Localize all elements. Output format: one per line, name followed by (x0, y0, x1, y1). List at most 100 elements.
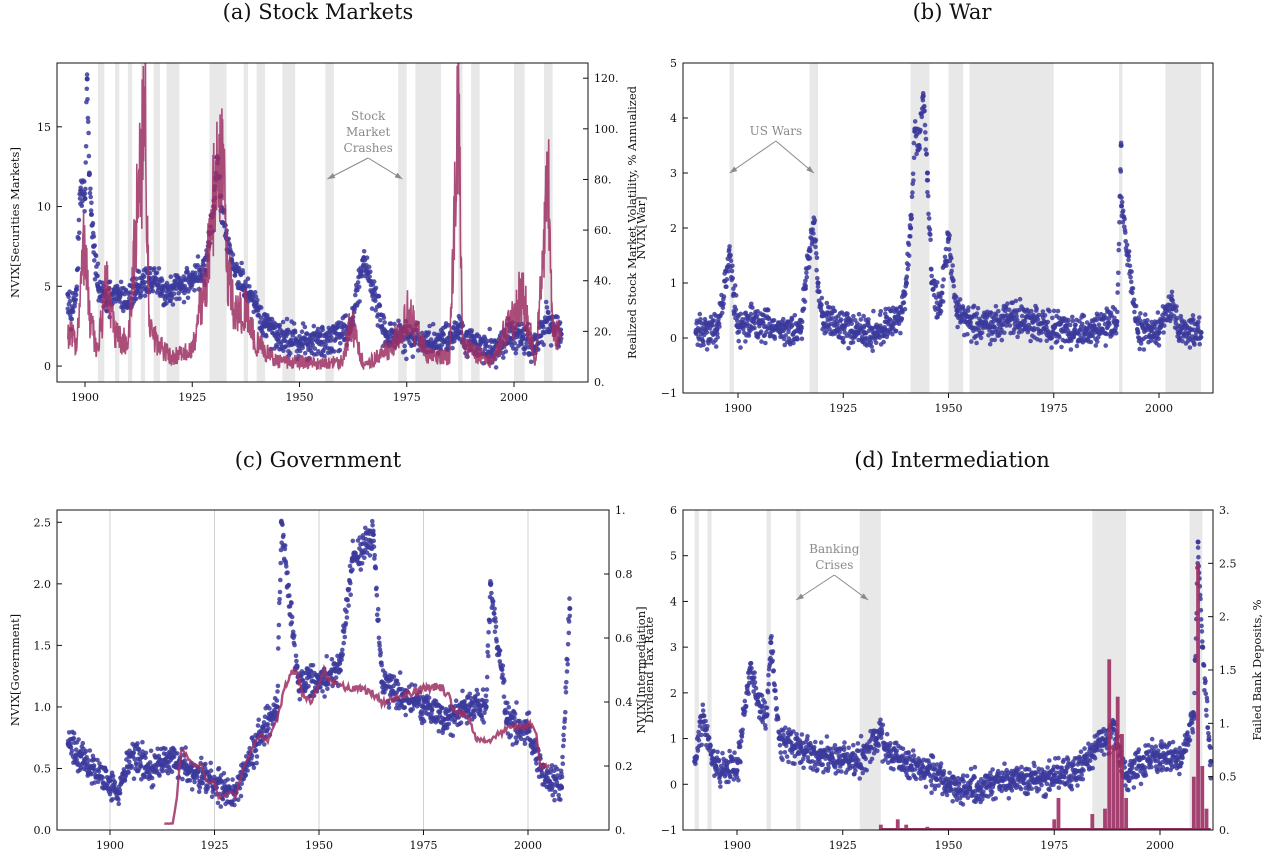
nvix-point (849, 321, 854, 327)
nvix-point (164, 280, 170, 286)
nvix-point (232, 267, 238, 273)
nvix-point (490, 599, 496, 604)
nvix-point (182, 758, 188, 763)
y-axis-label: NVIX[War] (634, 196, 648, 259)
nvix-point (938, 308, 944, 314)
nvix-point (377, 643, 382, 648)
nvix-point (372, 552, 378, 558)
nvix-point (283, 344, 288, 349)
nvix-point (284, 564, 289, 569)
nvix-point (143, 755, 148, 760)
nvix-point (1177, 335, 1183, 341)
nvix-point (993, 313, 999, 318)
nvix-point (412, 683, 418, 688)
nvix-point (93, 253, 99, 259)
nvix-point (239, 260, 244, 266)
shaded-period (97, 63, 105, 382)
nvix-point (720, 305, 726, 311)
nvix-point (1119, 203, 1125, 209)
nvix-point (133, 296, 139, 302)
nvix-point (761, 320, 766, 326)
y-axis-label: NVIX[Government] (8, 614, 22, 726)
nvix-point (905, 266, 911, 272)
nvix-point (513, 346, 519, 352)
nvix-point (252, 290, 258, 295)
nvix-point (150, 783, 156, 788)
nvix-point (548, 343, 554, 348)
nvix-point (752, 680, 758, 685)
nvix-point (1022, 318, 1028, 324)
shaded-period (707, 510, 712, 830)
nvix-point (846, 345, 851, 351)
x-tick-label: 1900 (724, 402, 752, 415)
nvix-point (805, 734, 810, 739)
nvix-point (374, 612, 380, 617)
nvix-point (748, 311, 754, 317)
nvix-point (1156, 330, 1162, 335)
nvix-point (746, 333, 752, 338)
nvix-point (315, 326, 321, 332)
nvix-point (725, 269, 731, 274)
nvix-point (1050, 315, 1055, 321)
nvix-point (208, 768, 214, 773)
annotation-arrowhead (394, 172, 403, 179)
nvix-point (727, 253, 733, 258)
nvix-point (359, 273, 365, 279)
nvix-point (912, 126, 918, 132)
nvix-point (827, 326, 832, 332)
nvix-point (813, 251, 819, 256)
nvix-point (700, 702, 706, 708)
nvix-point (1077, 332, 1082, 337)
nvix-point (318, 339, 324, 345)
nvix-point (565, 661, 570, 667)
nvix-point (65, 291, 71, 297)
nvix-point (567, 605, 573, 611)
nvix-point (1019, 313, 1025, 319)
nvix-point (289, 600, 294, 606)
nvix-point (701, 339, 706, 344)
nvix-point (770, 649, 776, 654)
nvix-point (871, 308, 876, 314)
nvix-point (138, 293, 144, 299)
nvix-point (928, 232, 933, 237)
nvix-point (870, 348, 875, 354)
nvix-point (325, 686, 330, 692)
nvix-point (90, 765, 96, 771)
nvix-point (1126, 253, 1132, 259)
nvix-point (911, 178, 916, 183)
nvix-point (421, 704, 426, 710)
nvix-point (1003, 308, 1008, 314)
nvix-point (346, 587, 352, 592)
nvix-point (1198, 334, 1204, 340)
nvix-point (126, 770, 131, 775)
nvix-point (501, 355, 506, 360)
nvix-point (159, 278, 165, 283)
nvix-point (763, 726, 768, 731)
nvix-point (421, 718, 427, 724)
nvix-point (504, 716, 510, 722)
nvix-point (376, 617, 381, 623)
nvix-point (266, 726, 271, 731)
nvix-point (824, 329, 829, 334)
nvix-point (286, 582, 292, 588)
nvix-point (87, 190, 93, 196)
nvix-point (1049, 335, 1055, 341)
nvix-point (348, 592, 354, 597)
nvix-point (1116, 270, 1121, 276)
nvix-point (525, 729, 531, 735)
nvix-point (487, 326, 493, 332)
plot-area (692, 510, 1213, 830)
nvix-point (815, 280, 821, 286)
nvix-point (1168, 316, 1174, 321)
nvix-point (310, 342, 316, 348)
panel-b-title: (b) War (913, 0, 993, 24)
nvix-point (773, 695, 779, 701)
nvix-point (920, 97, 926, 103)
nvix-point (904, 274, 910, 280)
nvix-point (1002, 330, 1007, 336)
nvix-point (910, 171, 916, 177)
nvix-point (76, 737, 81, 742)
nvix-point (346, 603, 351, 608)
nvix-point (355, 280, 361, 285)
nvix-point (86, 758, 92, 763)
